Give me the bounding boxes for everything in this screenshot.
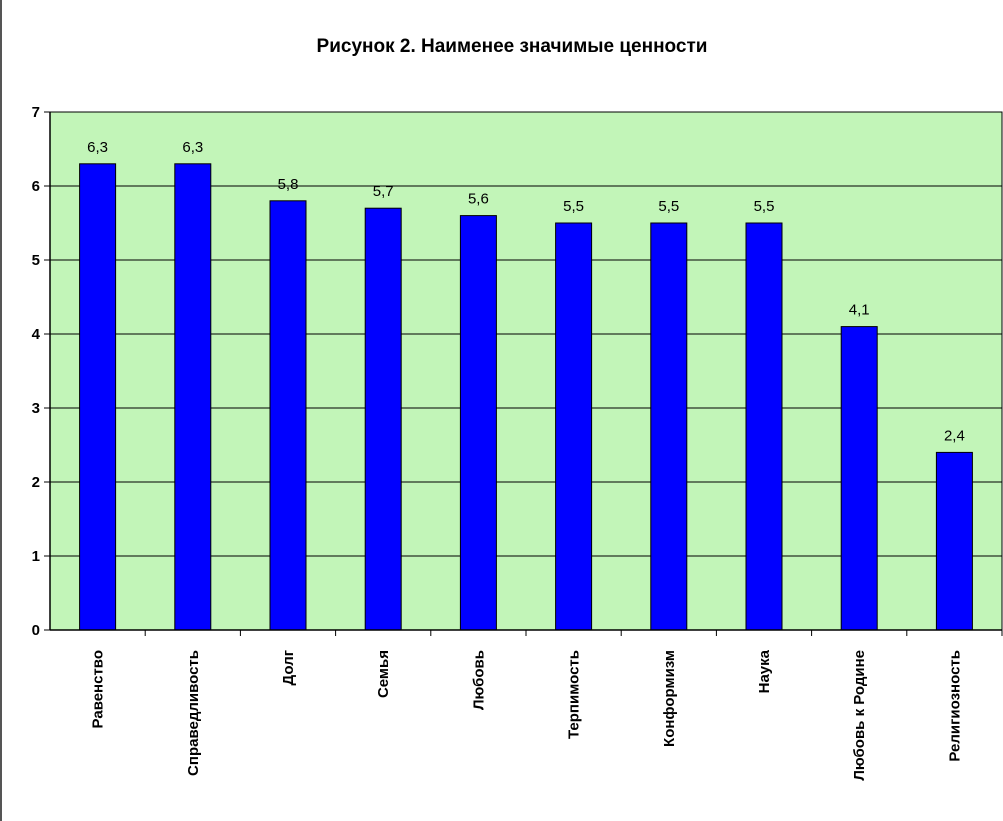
data-label: 6,3	[182, 139, 203, 156]
data-label: 5,5	[754, 198, 775, 215]
category-label: Любовь к Родине	[851, 650, 868, 781]
category-labels: Равенство Справедливость Долг Семья Любовь Те…	[90, 630, 1003, 781]
bar	[174, 163, 212, 631]
category-label: Справедливость	[185, 650, 202, 776]
bar	[650, 222, 688, 631]
data-label: 5,6	[468, 191, 489, 208]
y-tick-label: 2	[32, 474, 40, 491]
category-label: Наука	[756, 649, 773, 693]
y-tick-label: 3	[32, 400, 40, 417]
category-label: Религиозность	[946, 650, 963, 762]
data-label: 5,5	[563, 198, 584, 215]
bar	[269, 200, 307, 631]
data-label: 5,7	[373, 183, 394, 200]
bar	[79, 163, 117, 631]
data-label: 5,5	[658, 198, 679, 215]
data-label: 2,4	[944, 427, 965, 444]
y-tick-label: 1	[32, 548, 40, 565]
category-label: Семья	[375, 650, 392, 698]
chart-title: Рисунок 2. Наименее значимые ценности	[317, 36, 708, 57]
y-tick-label: 6	[32, 178, 40, 195]
bars	[79, 163, 973, 631]
data-label: 6,3	[87, 139, 108, 156]
bar	[935, 451, 973, 631]
bar	[555, 222, 593, 631]
bar	[840, 326, 878, 631]
y-tick-label: 4	[32, 326, 41, 343]
data-labels: 6,3 6,3 5,8 5,7 5,6 5,5 5,5 5,5 4,1 2,4	[87, 139, 965, 445]
bar	[364, 207, 402, 631]
category-label: Любовь	[470, 650, 487, 710]
y-tick-label: 0	[32, 622, 40, 639]
category-label: Терпимость	[566, 650, 583, 739]
data-label: 4,1	[849, 302, 870, 319]
y-tick-label: 7	[32, 104, 40, 121]
category-label: Равенство	[90, 650, 107, 728]
bar	[745, 222, 783, 631]
category-label: Конформизм	[661, 650, 678, 747]
data-label: 5,8	[278, 176, 299, 193]
category-label: Долг	[280, 650, 297, 685]
bar	[459, 215, 497, 631]
y-tick-label: 5	[32, 252, 40, 269]
y-tick-labels: 0 1 2 3 4 5 6 7	[32, 104, 50, 639]
